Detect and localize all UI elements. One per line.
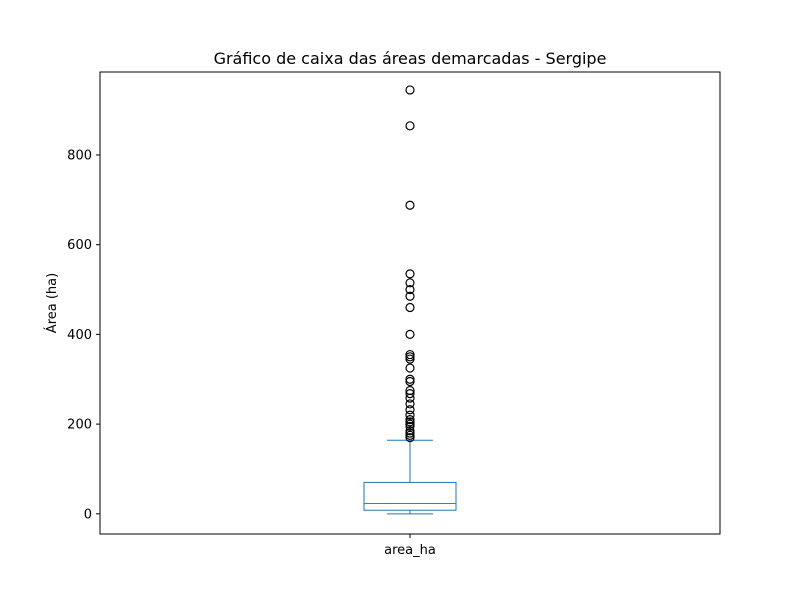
- outlier-point: [405, 415, 415, 425]
- outlier-point: [405, 389, 415, 399]
- box-iqr: [363, 481, 457, 511]
- outlier-point: [405, 363, 415, 373]
- chart-title: Gráfico de caixa das áreas demarcadas - …: [214, 49, 607, 68]
- outlier-point: [405, 385, 415, 396]
- y-tick-label: 200: [67, 418, 92, 433]
- outlier-point: [405, 410, 415, 420]
- outlier-point: [405, 200, 415, 210]
- outlier-point: [405, 121, 415, 131]
- outlier-point: [405, 291, 415, 301]
- outlier-point: [405, 85, 415, 95]
- x-tick-label: area_ha: [384, 543, 436, 558]
- outliers: [405, 85, 415, 443]
- y-tick-label: 400: [67, 328, 92, 343]
- outlier-point: [405, 426, 415, 436]
- outlier-point: [405, 284, 415, 295]
- y-tick-label: 800: [67, 148, 92, 163]
- outlier-point: [405, 405, 415, 415]
- y-tick-label: 0: [84, 507, 92, 522]
- outlier-point: [405, 374, 415, 384]
- outlier-point: [405, 399, 415, 409]
- box-plot: [363, 439, 457, 515]
- outlier-point: [405, 329, 415, 339]
- outlier-point: [405, 302, 415, 313]
- outlier-point: [405, 349, 415, 360]
- outlier-point: [405, 278, 415, 288]
- x-axis: area_ha: [384, 534, 436, 558]
- y-axis: 0 200 400 600 800: [67, 148, 100, 522]
- outlier-point: [405, 269, 415, 279]
- y-axis-label: Área (ha): [44, 273, 60, 333]
- y-tick-label: 600: [67, 238, 92, 253]
